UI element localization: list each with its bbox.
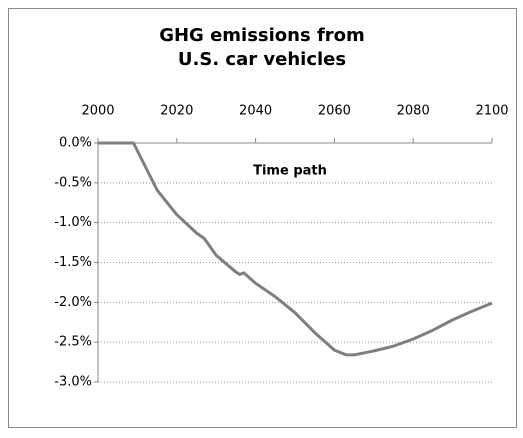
line: [98, 141, 493, 357]
y-tick-label: -3.0%: [54, 375, 92, 390]
y-tick-label: 0.0%: [59, 136, 92, 151]
y-tick-label: -2.0%: [54, 295, 92, 310]
y-tick-label: -0.5%: [54, 175, 92, 190]
x-tick-label: 2080: [397, 104, 430, 119]
x-tick-label: 2100: [475, 104, 508, 119]
x-tick-label: 2060: [318, 104, 351, 119]
x-tick-label: 2020: [160, 104, 193, 119]
annotation: Time path: [253, 164, 327, 179]
x-tick-label: 2000: [81, 104, 114, 119]
chart-title: U.S. car vehicles: [178, 49, 346, 70]
chart-title: GHG emissions from: [159, 25, 365, 46]
y-tick-label: -1.0%: [54, 215, 92, 230]
y-tick-label: -1.5%: [54, 255, 92, 270]
y-tick-label: -2.5%: [54, 335, 92, 350]
x-tick-label: 2040: [239, 104, 272, 119]
chart-border: [8, 8, 517, 428]
